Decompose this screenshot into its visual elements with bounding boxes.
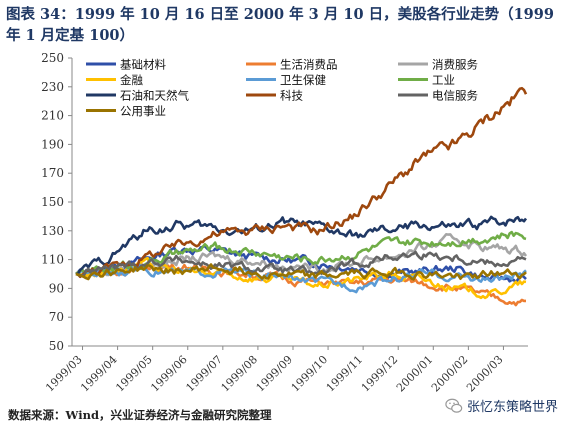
y-tick-label: 230 [41, 80, 64, 94]
y-tick-label: 130 [41, 224, 64, 238]
y-tick-label: 50 [49, 339, 64, 353]
x-tick-label: 2000/01 [394, 353, 436, 395]
x-tick-label: 1999/06 [148, 353, 190, 395]
y-tick-label: 190 [41, 137, 64, 151]
x-tick-label: 2000/03 [464, 353, 506, 395]
x-tick-label: 1999/12 [359, 353, 401, 395]
x-tick-label: 1999/03 [43, 353, 85, 395]
x-tick-label: 1999/07 [183, 353, 225, 395]
line-chart: 5070901101301501701902102302501999/03199… [41, 51, 528, 395]
legend-label: 基础材料 [120, 58, 166, 72]
series-line [75, 263, 527, 281]
legend-label: 消费服务 [432, 58, 478, 72]
watermark: 张忆东策略世界 [445, 396, 558, 415]
watermark-text: 张忆东策略世界 [466, 400, 558, 415]
y-tick-label: 170 [41, 166, 64, 180]
y-tick-label: 110 [41, 253, 64, 267]
x-tick-label: 1999/11 [324, 353, 366, 395]
x-tick-label: 1999/09 [254, 353, 296, 395]
source-note: 数据来源：Wind，兴业证券经济与金融研究院整理 [8, 408, 272, 422]
x-tick-label: 1999/04 [78, 353, 120, 395]
x-tick-label: 2000/02 [429, 353, 471, 395]
legend-label: 生活消费品 [280, 58, 338, 72]
y-tick-label: 250 [41, 51, 64, 65]
chart: 50 70 90 110 130 150 170 190 210 230 250 1999/03 199… [0, 48, 570, 398]
legend-label: 科技 [280, 89, 303, 103]
x-tick-label: 1999/05 [113, 353, 155, 395]
legend-label: 金融 [120, 73, 143, 87]
x-tick-label: 1999/10 [289, 353, 331, 395]
y-tick-label: 210 [41, 109, 64, 123]
series-lines [75, 86, 528, 307]
legend-label: 石油和天然气 [120, 89, 189, 103]
y-tick-label: 70 [49, 310, 64, 324]
series-line [75, 263, 527, 294]
legend-label: 卫生保健 [280, 73, 326, 87]
x-tick-label: 1999/08 [219, 353, 261, 395]
series-line [75, 86, 528, 279]
page-title: 图表 34：1999 年 10 月 16 日至 2000 年 3 月 10 日，… [6, 6, 554, 44]
y-tick-label: 150 [41, 195, 64, 209]
y-tick-label: 90 [49, 281, 64, 295]
legend-label: 电信服务 [432, 89, 478, 103]
legend-label: 公用事业 [120, 104, 166, 118]
wechat-icon [445, 398, 463, 413]
series-line [75, 250, 527, 278]
legend-label: 工业 [432, 73, 455, 87]
